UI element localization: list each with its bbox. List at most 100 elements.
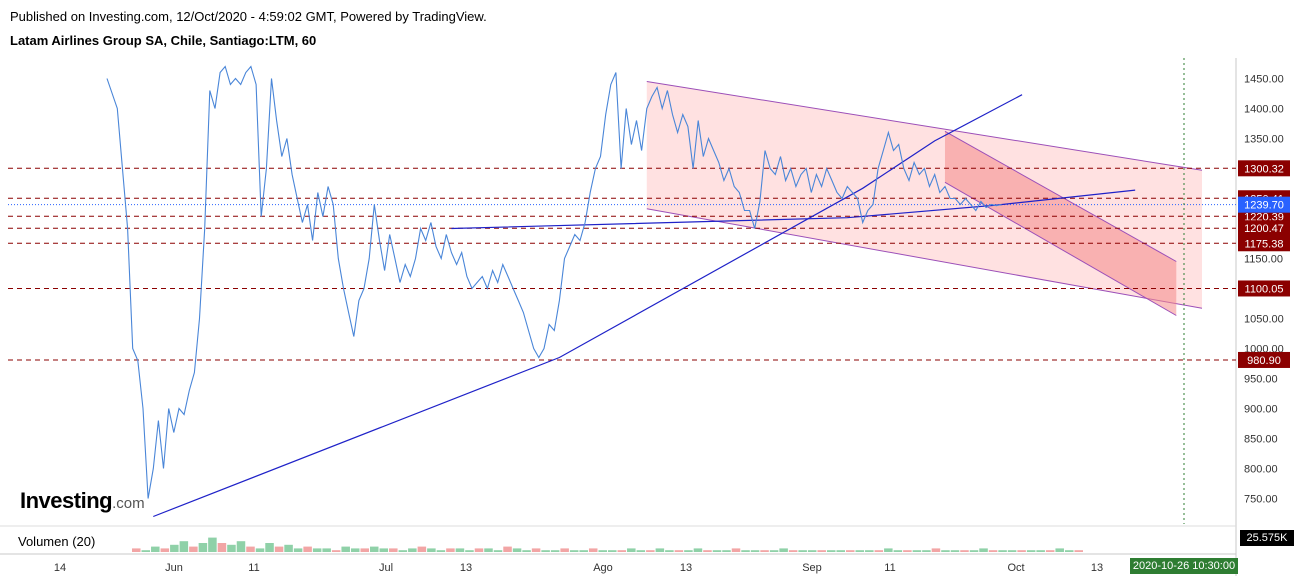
current-price-label: 1239.70: [1244, 200, 1284, 212]
volume-bar: [293, 548, 303, 552]
volume-bar: [579, 550, 588, 552]
volume-bar: [398, 550, 408, 552]
volume-bar: [170, 544, 179, 552]
volume-bar: [750, 550, 760, 552]
volume-bar: [655, 548, 665, 552]
level-badge: [1238, 220, 1290, 237]
volume-bar: [179, 541, 189, 552]
x-tick-label: Oct: [1007, 562, 1024, 574]
volume-bar: [960, 550, 969, 552]
volume-bar: [436, 550, 446, 552]
volume-bar: [922, 550, 931, 552]
volume-bar: [512, 548, 522, 552]
volume-bar: [617, 550, 627, 552]
investing-logo: Investing.com: [20, 488, 145, 514]
volume-bar: [674, 550, 684, 552]
volume-bar: [370, 546, 379, 552]
volume-bar: [151, 546, 160, 552]
volume-bar: [998, 550, 1007, 552]
volume-bar: [531, 548, 541, 552]
volume-bar: [1017, 550, 1026, 552]
volume-bar: [636, 550, 646, 552]
volume-bar: [274, 546, 284, 552]
volume-bar: [417, 546, 427, 552]
volume-bar: [198, 543, 208, 552]
volume-label: Volumen (20): [18, 534, 96, 549]
y-tick-label: 900.00: [1244, 404, 1278, 416]
volume-bar: [693, 548, 703, 552]
volume-bar: [1045, 550, 1055, 552]
volume-bar: [1036, 550, 1045, 552]
volume-bar: [465, 550, 474, 552]
level-badge: [1238, 160, 1290, 177]
x-tick-label: 13: [460, 562, 472, 574]
volume-bar: [874, 550, 884, 552]
volume-bar: [731, 548, 741, 552]
volume-bar: [322, 548, 331, 552]
volume-bar: [846, 550, 855, 552]
volume-bar: [474, 548, 484, 552]
volume-bar: [703, 550, 712, 552]
volume-bar: [569, 550, 579, 552]
cursor-time-badge: 2020-10-26 10:30:00: [1130, 558, 1238, 574]
trendline-support: [153, 94, 1023, 518]
volume-bar: [950, 550, 960, 552]
volume-bar: [189, 546, 198, 552]
volume-bar: [141, 550, 151, 552]
volume-bar: [1074, 550, 1083, 552]
volume-bar: [798, 550, 807, 552]
volume-bar: [455, 548, 465, 552]
volume-bar: [912, 550, 922, 552]
volume-bar: [665, 550, 674, 552]
x-tick-label: 13: [680, 562, 692, 574]
volume-bar: [779, 548, 788, 552]
volume-bar: [865, 550, 874, 552]
volume-bar: [331, 550, 341, 552]
volume-value-badge: 25.575K: [1240, 530, 1294, 546]
volume-bar: [817, 550, 826, 552]
volume-bar: [1055, 548, 1064, 552]
y-tick-label: 1350.00: [1244, 134, 1284, 146]
level-badge-label: 980.90: [1247, 355, 1281, 367]
y-tick-label: 800.00: [1244, 464, 1278, 476]
x-tick-label: 13: [1091, 562, 1103, 574]
channel-lower-line: [646, 208, 1203, 309]
x-tick-label: Sep: [802, 562, 822, 574]
volume-bar: [893, 550, 903, 552]
volume-bar: [379, 548, 389, 552]
volume-bar: [627, 548, 636, 552]
volume-bar: [560, 548, 569, 552]
y-tick-label: 1150.00: [1244, 254, 1283, 266]
level-badge: [1238, 351, 1290, 368]
volume-bar: [836, 550, 845, 552]
volume-bar: [646, 550, 655, 552]
x-tick-label: 14: [54, 562, 66, 574]
logo-main: Investing: [20, 488, 113, 513]
channel-upper-line: [646, 81, 1203, 171]
level-badge-label: 1200.47: [1244, 223, 1284, 235]
trendline-secondary: [451, 189, 1136, 230]
y-tick-label: 1400.00: [1244, 104, 1284, 116]
volume-bar: [484, 548, 493, 552]
inner-channel-fill: [944, 131, 1177, 316]
volume-bar: [246, 546, 255, 552]
y-tick-label: 950.00: [1244, 374, 1278, 386]
volume-bar: [941, 550, 950, 552]
x-tick-label: 11: [248, 562, 259, 574]
price-line: [106, 65, 1002, 499]
volume-bar: [265, 543, 274, 552]
volume-bar: [988, 550, 998, 552]
volume-bar: [741, 550, 750, 552]
volume-bar: [541, 550, 550, 552]
volume-bar: [503, 546, 512, 552]
volume-bar: [236, 541, 246, 552]
volume-bar: [132, 548, 141, 552]
level-badge: [1238, 280, 1290, 297]
volume-bar: [550, 550, 560, 552]
x-tick-label: Jul: [379, 562, 393, 574]
volume-bar: [493, 550, 503, 552]
volume-bar: [350, 548, 360, 552]
volume-bar: [1064, 550, 1074, 552]
volume-bar: [1026, 550, 1036, 552]
